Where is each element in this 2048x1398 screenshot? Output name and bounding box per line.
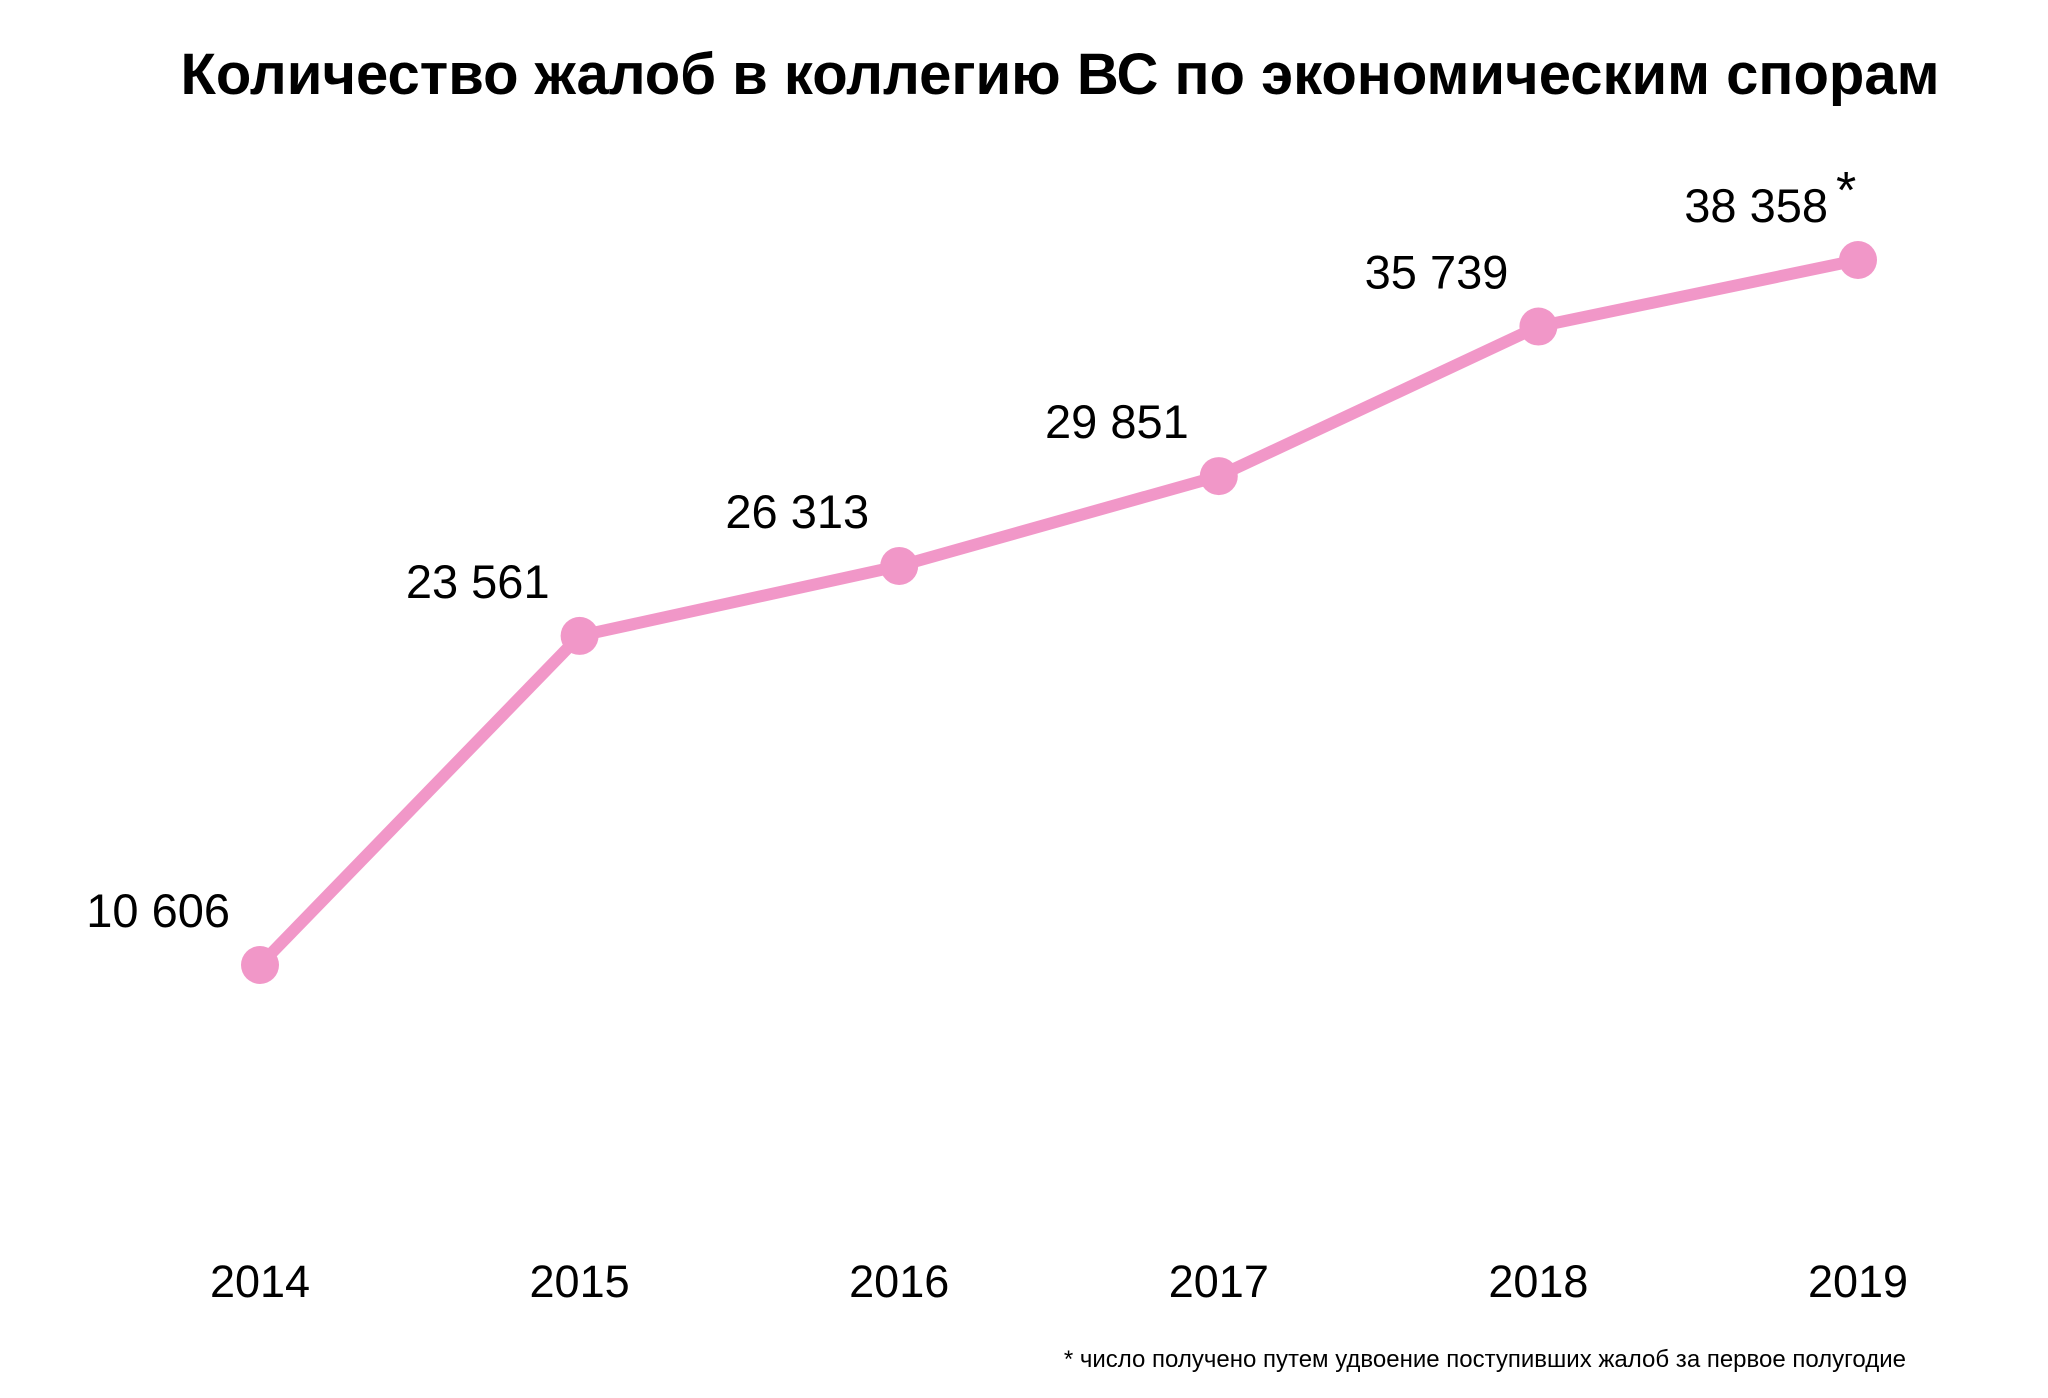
series-layer bbox=[254, 254, 1864, 971]
x-tick-label-2016: 2016 bbox=[849, 1256, 949, 1307]
data-point-2019 bbox=[1839, 241, 1877, 279]
data-label-2014: 10 606 bbox=[86, 884, 230, 937]
annotation-asterisk: * bbox=[1836, 162, 1856, 220]
chart-title: Количество жалоб в коллегию ВС по эконом… bbox=[180, 42, 1939, 107]
x-tick-label-2017: 2017 bbox=[1169, 1256, 1269, 1307]
data-point-2018 bbox=[1519, 307, 1558, 346]
data-label-2016: 26 313 bbox=[725, 485, 869, 538]
chart-footnote: * число получено путем удвоение поступив… bbox=[1064, 1346, 1906, 1373]
series-line bbox=[254, 254, 1864, 971]
data-point-2016 bbox=[880, 546, 919, 585]
data-label-2015: 23 561 bbox=[406, 555, 550, 608]
x-tick-label-2015: 2015 bbox=[530, 1256, 630, 1307]
data-label-2018: 35 739 bbox=[1365, 246, 1509, 299]
marker-layer bbox=[241, 241, 1877, 984]
data-point-2015 bbox=[560, 616, 599, 655]
x-tick-label-2019: 2019 bbox=[1808, 1256, 1908, 1307]
data-label-2017: 29 851 bbox=[1045, 395, 1189, 448]
x-axis-tick-layer: 2014 2015 2016 2017 2018 2019 bbox=[210, 1256, 1908, 1307]
data-label-2019: 38 358 bbox=[1684, 179, 1828, 232]
data-point-2014 bbox=[241, 946, 279, 984]
data-label-layer: 10 606 23 561 26 313 29 851 35 739 38 358 * bbox=[86, 162, 1856, 937]
x-tick-label-2014: 2014 bbox=[210, 1256, 310, 1307]
data-point-2017 bbox=[1199, 457, 1238, 496]
x-tick-label-2018: 2018 bbox=[1488, 1256, 1588, 1307]
